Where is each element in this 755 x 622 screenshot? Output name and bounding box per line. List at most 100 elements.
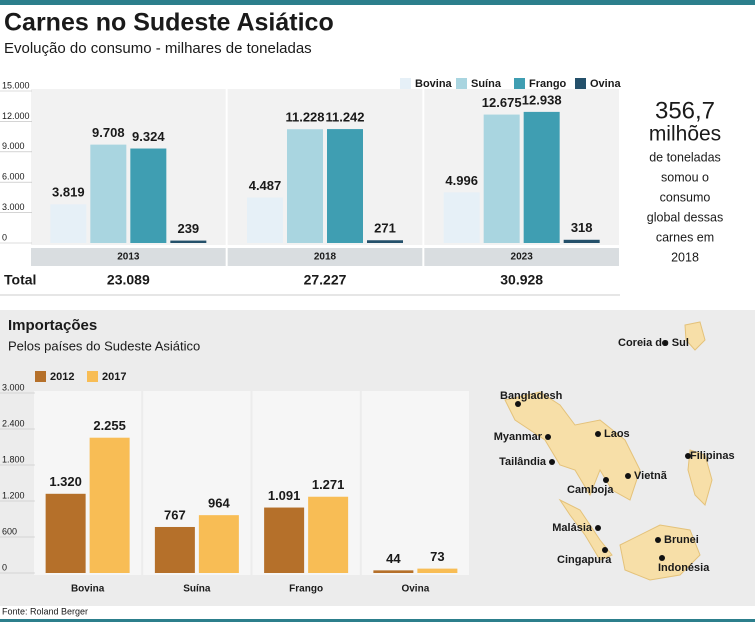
total-label: Total [4,272,36,288]
map-dot [545,434,551,440]
legend-label: Frango [529,78,567,90]
bar [563,239,600,243]
value-label: 9.324 [132,129,165,144]
map-label: Bangladesh [500,390,563,402]
bar [247,197,283,243]
bar [45,493,86,573]
category-strip [227,248,423,266]
value-label: 11.242 [325,110,364,125]
bar [417,568,458,573]
callout-text: global dessas [647,210,723,224]
callout-text: somou o [661,170,709,184]
y-tick-label: 2.400 [2,418,25,428]
legend-swatch [514,78,525,89]
bar [170,240,207,243]
map-dot [595,431,601,437]
bar [523,111,560,244]
bar [287,129,323,243]
y-tick-label: 12.000 [2,111,30,121]
x-tick-label: Frango [289,584,323,595]
bar [483,114,520,243]
value-label: 1.320 [49,474,82,489]
x-tick-label: Ovina [401,584,429,595]
value-label: 12.675 [482,95,522,110]
value-label: 767 [164,507,186,522]
bar [89,437,130,573]
bar [308,496,349,573]
map-dot [659,555,665,561]
y-tick-label: 600 [2,526,17,536]
map-label: Vietnã [634,470,668,482]
y-tick-label: 9.000 [2,141,25,151]
legend-swatch [87,371,98,382]
map-label: Camboja [567,484,614,496]
legend-swatch [456,78,467,89]
map-label: Filipinas [690,450,735,462]
map-dot [603,477,609,483]
value-label: 73 [430,549,444,564]
x-tick-label: 2023 [511,252,534,263]
map-dot [515,401,521,407]
map-dot [625,473,631,479]
callout-text: de toneladas [649,150,721,164]
category-strip [31,248,226,266]
y-tick-label: 3.000 [2,382,25,392]
total-value: 30.928 [500,272,543,288]
legend-label: 2012 [50,371,74,383]
category-strip [424,248,619,266]
callout-unit: milhões [649,123,721,146]
callout-text: 2018 [671,250,699,264]
map-label: Coreia do Sul [618,337,689,349]
value-label: 964 [208,496,230,511]
subtitle: Evolução do consumo - milhares de tonela… [4,40,312,57]
map-label: Cingapura [557,554,612,566]
value-label: 4.487 [249,178,282,193]
map-dot [655,537,661,543]
callout-text: consumo [660,190,711,204]
value-label: 2.255 [93,418,126,433]
bar [198,515,239,573]
value-label: 44 [386,551,401,566]
bar [50,204,87,243]
x-tick-label: Suína [183,584,211,595]
title: Carnes no Sudeste Asiático [4,9,334,37]
y-tick-label: 6.000 [2,172,25,182]
legend-label: 2017 [102,371,126,383]
x-tick-label: Bovina [71,584,105,595]
map-dot [662,340,668,346]
legend-label: Suína [471,78,502,90]
bar [90,144,127,243]
total-value: 27.227 [304,272,347,288]
callout-text: carnes em [656,230,714,244]
map-label: Malásia [552,522,593,534]
y-tick-label: 0 [2,562,7,572]
value-label: 271 [374,221,396,236]
bottom-rule [0,619,755,622]
legend-swatch [575,78,586,89]
bar [327,129,363,243]
map-label: Indonésia [658,562,710,574]
map-shapes [504,321,713,581]
legend-label: Ovina [590,78,621,90]
legend-label: Bovina [415,78,453,90]
map-dot [602,547,608,553]
legend-swatch [400,78,411,89]
map-dot [685,453,691,459]
y-tick-label: 1.800 [2,454,25,464]
map-label: Myanmar [494,431,543,443]
callout-number: 356,7 [655,97,715,124]
map-dot [549,459,555,465]
map-dot [595,525,601,531]
legend-swatch [35,371,46,382]
bar [367,240,403,243]
chart-subtitle: Pelos países do Sudeste Asiático [8,338,200,353]
value-label: 11.228 [285,110,324,125]
value-label: 1.271 [312,477,345,492]
total-value: 23.089 [107,272,150,288]
panel [361,391,469,575]
footer-band [0,606,755,622]
y-tick-label: 15.000 [2,80,30,90]
y-tick-label: 0 [2,232,7,242]
value-label: 239 [177,221,199,236]
value-label: 318 [571,220,593,235]
